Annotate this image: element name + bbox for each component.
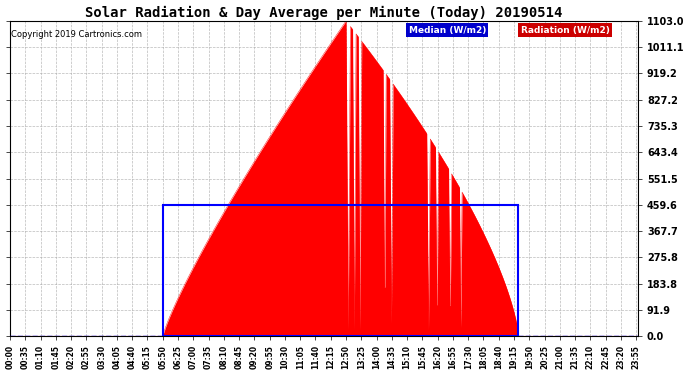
Bar xyxy=(163,205,518,336)
Title: Solar Radiation & Day Average per Minute (Today) 20190514: Solar Radiation & Day Average per Minute… xyxy=(86,6,562,20)
Text: Copyright 2019 Cartronics.com: Copyright 2019 Cartronics.com xyxy=(10,30,141,39)
Text: Median (W/m2): Median (W/m2) xyxy=(408,26,486,34)
Text: Radiation (W/m2): Radiation (W/m2) xyxy=(520,26,609,34)
